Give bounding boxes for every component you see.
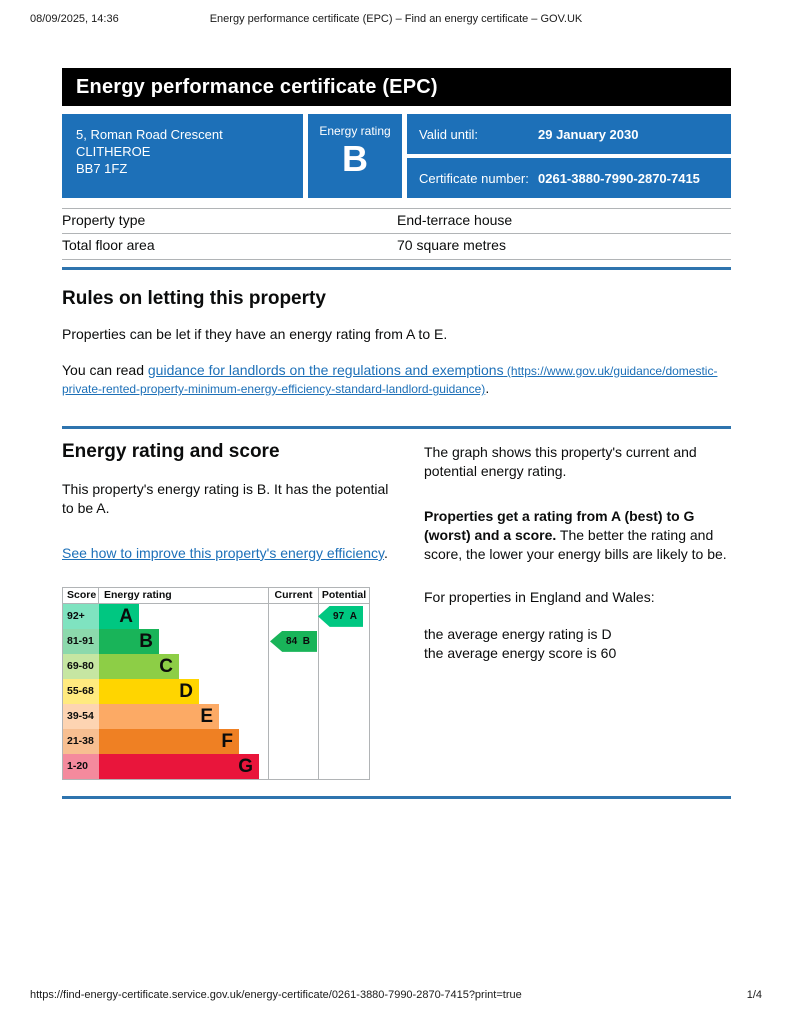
epc-column-line: [318, 603, 319, 779]
epc-chart-header: Score Energy rating Current Potential: [63, 587, 369, 604]
epc-band-row: 92+ A: [63, 603, 369, 629]
rating-summary-text: This property's energy rating is B. It h…: [62, 481, 389, 517]
epc-band-row: 69-80 C: [63, 653, 369, 679]
print-datetime: 08/09/2025, 14:36: [30, 13, 119, 25]
energy-rating-value: B: [342, 138, 368, 179]
guidance-text-suffix: .: [485, 380, 490, 397]
epc-band-row: 39-54 E: [63, 703, 369, 729]
epc-chart: Score Energy rating Current Potential 92…: [62, 586, 370, 780]
summary-boxes: 5, Roman Road Crescent CLITHEROE BB7 1FZ…: [62, 114, 731, 198]
address-line-1: 5, Roman Road Crescent: [76, 127, 223, 142]
epc-band-bar: G: [99, 753, 259, 779]
footer-url: https://find-energy-certificate.service.…: [30, 989, 522, 1001]
energy-rating-section: Energy rating and score This property's …: [62, 441, 731, 780]
rules-section: Rules on letting this property Propertie…: [62, 288, 731, 399]
property-address-box: 5, Roman Road Crescent CLITHEROE BB7 1FZ: [62, 114, 303, 198]
epc-column-line: [268, 603, 269, 779]
valid-until-label: Valid until:: [419, 126, 479, 142]
print-footer: https://find-energy-certificate.service.…: [30, 989, 762, 1001]
epc-band-row: 1-20 G: [63, 753, 369, 779]
average-rating-line: the average energy rating is D: [424, 625, 612, 642]
landlord-guidance-link-url: (https://www.gov.uk/guidance/domestic-pr…: [62, 363, 718, 397]
guidance-text-prefix: You can read: [62, 361, 148, 378]
address-line-3: BB7 1FZ: [76, 161, 128, 177]
table-row: Property type End-terrace house: [62, 208, 731, 233]
epc-score-cell: 21-38: [63, 728, 99, 754]
epc-band-bar: F: [99, 728, 239, 754]
validity-stack: Valid until: 29 January 2030 Certificate…: [407, 114, 731, 198]
rules-paragraph: Properties can be let if they have an en…: [62, 325, 448, 342]
property-type-label: Property type: [62, 212, 146, 228]
rating-right-column: The graph shows this property's current …: [424, 441, 731, 780]
address-line-2: CLITHEROE: [76, 144, 151, 160]
footer-page-indicator: 1/4: [746, 989, 762, 1001]
rules-heading: Rules on letting this property: [62, 287, 326, 309]
epc-band-bar: A: [99, 603, 139, 629]
epc-col-potential: Potential: [318, 587, 369, 603]
rules-guidance-paragraph: You can read guidance for landlords on t…: [62, 361, 722, 399]
average-score-line: the average energy score is 60: [424, 644, 617, 661]
certificate-page: Energy performance certificate (EPC) 5, …: [62, 68, 731, 799]
certificate-number-box: Certificate number: 0261-3880-7990-2870-…: [407, 158, 731, 198]
epc-band-bar: D: [99, 678, 199, 704]
graph-note-2-bold: Properties get a rating from A (best) to…: [424, 508, 695, 543]
epc-chart-body: 92+ A 81-91 B 69-80 C 55-68 D 39-54 E 21-38 F 1-20 G 8…: [63, 603, 369, 779]
rating-heading: Energy rating and score: [62, 441, 280, 463]
epc-col-current: Current: [268, 587, 318, 603]
improve-efficiency-link[interactable]: See how to improve this property's energ…: [62, 544, 384, 561]
page-title-header: Energy performance certificate (EPC) – F…: [209, 13, 583, 25]
epc-band-bar: E: [99, 703, 219, 729]
epc-col-rating: Energy rating: [104, 589, 172, 602]
epc-score-cell: 92+: [63, 603, 99, 629]
graph-note-1: The graph shows this property's current …: [424, 444, 697, 480]
epc-score-cell: 1-20: [63, 753, 99, 779]
section-divider: [62, 426, 731, 430]
section-divider: [62, 266, 731, 270]
graph-note-2: Properties get a rating from A (best) to…: [424, 507, 731, 564]
landlord-guidance-link[interactable]: guidance for landlords on the regulation…: [62, 362, 717, 397]
epc-band-bar: B: [99, 628, 159, 654]
epc-col-score: Score: [63, 587, 99, 603]
graph-note-2-rest: The better the rating and score, the low…: [424, 526, 727, 562]
rating-left-column: Energy rating and score This property's …: [62, 441, 390, 780]
epc-score-cell: 39-54: [63, 703, 99, 729]
section-divider: [62, 795, 731, 799]
landlord-guidance-link-text: guidance for landlords on the regulation…: [147, 361, 504, 378]
property-details-table: Property type End-terrace house Total fl…: [62, 208, 731, 260]
valid-until-value: 29 January 2030: [538, 126, 639, 142]
property-type-value: End-terrace house: [397, 212, 513, 228]
epc-potential-arrow: 97 A: [318, 605, 363, 627]
certificate-title: Energy performance certificate (EPC): [76, 75, 438, 98]
print-header: Energy performance certificate (EPC) – F…: [30, 13, 762, 29]
total-floor-area-label: Total floor area: [62, 237, 155, 254]
certificate-banner: Energy performance certificate (EPC): [62, 68, 731, 106]
certificate-number-label: Certificate number:: [419, 170, 529, 186]
epc-current-arrow: 84 B: [270, 630, 317, 652]
improve-paragraph: See how to improve this property's energ…: [62, 544, 390, 563]
energy-rating-label: Energy rating: [319, 124, 391, 138]
epc-score-cell: 69-80: [63, 653, 99, 679]
epc-band-row: 55-68 D: [63, 678, 369, 704]
certificate-number-value: 0261-3880-7990-2870-7415: [538, 170, 700, 186]
graph-note-3: For properties in England and Wales:: [424, 588, 655, 605]
improve-link-suffix: .: [383, 544, 388, 561]
total-floor-area-value: 70 square metres: [397, 237, 506, 254]
epc-band-row: 21-38 F: [63, 728, 369, 754]
epc-band-row: 81-91 B: [63, 628, 369, 654]
epc-score-cell: 81-91: [63, 628, 99, 654]
table-row: Total floor area 70 square metres: [62, 233, 731, 260]
epc-score-cell: 55-68: [63, 678, 99, 704]
graph-note-averages: the average energy rating is D the averag…: [424, 625, 731, 663]
energy-rating-box: Energy rating B: [308, 114, 402, 198]
valid-until-box: Valid until: 29 January 2030: [407, 114, 731, 154]
epc-band-bar: C: [99, 653, 179, 679]
